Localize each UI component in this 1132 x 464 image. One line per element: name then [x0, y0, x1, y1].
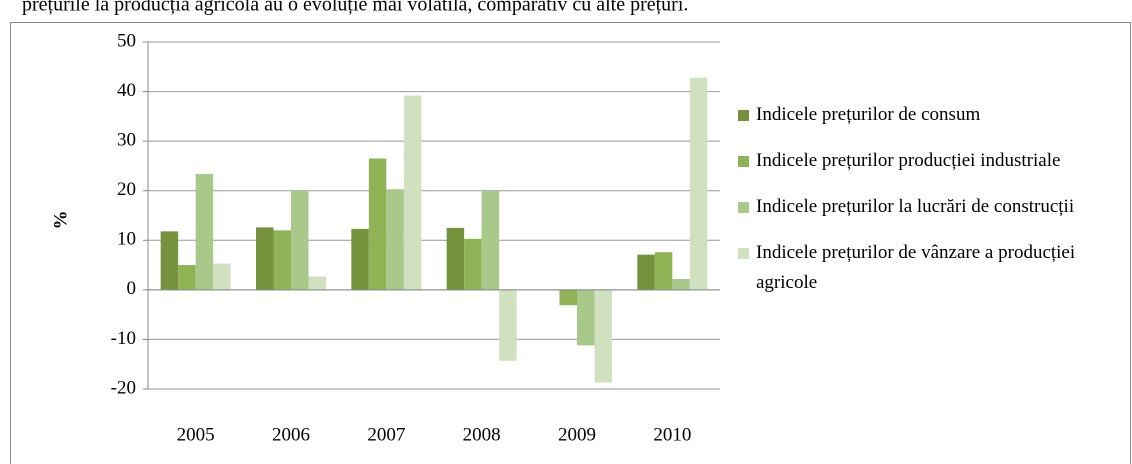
legend-entry: Indicele prețurilor producției industria… [738, 146, 1123, 176]
bar [195, 173, 214, 290]
bar [291, 191, 309, 290]
bar [256, 227, 274, 290]
legend-swatch [738, 110, 749, 121]
bar [403, 95, 422, 290]
x-tick-label: 2009 [558, 424, 596, 445]
bar [160, 231, 179, 290]
bar [672, 278, 690, 290]
legend-swatch [738, 202, 749, 213]
intro-text: prețurile la producția agricolă au o evo… [22, 0, 688, 16]
legend-entry: Indicele prețurilor la lucrări de constr… [738, 192, 1123, 222]
legend-label: Indicele prețurilor la lucrări de constr… [756, 196, 1075, 217]
bar [654, 252, 673, 290]
y-tick-label: 30 [117, 130, 136, 151]
x-tick-label: 2006 [272, 424, 310, 445]
y-tick-label: 10 [117, 229, 136, 250]
x-tick-label: 2007 [367, 424, 405, 445]
bar [559, 289, 577, 306]
bar [351, 228, 369, 290]
y-tick-label: 0 [127, 278, 137, 299]
x-tick-label: 2008 [463, 424, 501, 445]
y-tick-label: -20 [111, 377, 136, 398]
bar [464, 238, 482, 290]
legend-entry: Indicele prețurilor de vânzare a producț… [738, 238, 1123, 298]
bar [178, 265, 196, 290]
bar [308, 276, 326, 290]
bar [689, 77, 708, 290]
bar [481, 191, 500, 290]
chart-border [10, 22, 1131, 464]
y-tick-label: 50 [117, 30, 136, 51]
legend-entry: Indicele prețurilor de consum [738, 100, 1123, 130]
bar [273, 230, 291, 290]
legend-swatch [738, 156, 749, 167]
legend-label: Indicele prețurilor de vânzare a producț… [756, 242, 1076, 293]
bar [446, 227, 465, 290]
y-tick-label: -10 [111, 328, 136, 349]
x-tick-label: 2010 [653, 424, 691, 445]
y-tick-label: 40 [117, 80, 136, 101]
x-tick-label: 2005 [177, 424, 215, 445]
bar [594, 289, 612, 383]
bar [577, 289, 595, 346]
legend-swatch [738, 248, 749, 259]
y-tick-label: 20 [117, 179, 136, 200]
bar [499, 289, 517, 361]
legend: Indicele prețurilor de consum Indicele pr… [738, 100, 1123, 314]
bar [386, 189, 404, 290]
bar [637, 254, 655, 290]
bar [368, 158, 387, 290]
legend-label: Indicele prețurilor de consum [756, 104, 981, 125]
bar [213, 263, 231, 290]
legend-label: Indicele prețurilor producției industria… [756, 150, 1061, 171]
y-axis-label: % [50, 211, 71, 230]
